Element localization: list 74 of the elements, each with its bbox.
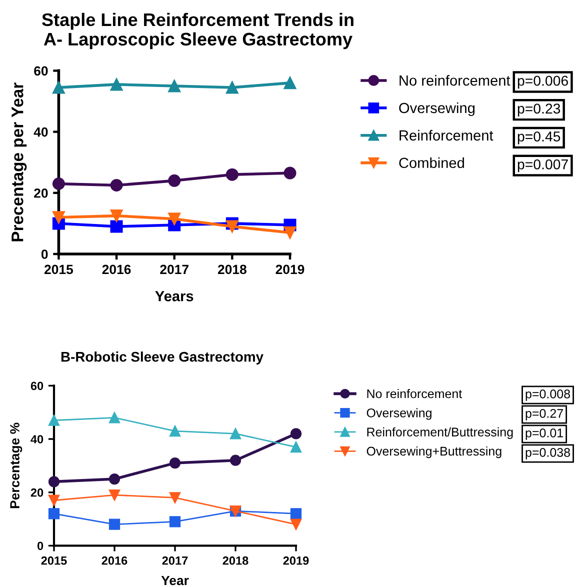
legend-label: Oversewing — [399, 102, 475, 116]
legend-label: No reinforcement — [367, 389, 462, 398]
point — [48, 494, 60, 506]
point — [110, 210, 123, 222]
point — [108, 518, 120, 530]
point — [168, 212, 181, 226]
x-axis-title: Year — [161, 576, 189, 586]
legend-label: Reinforcement/Buttressing — [367, 427, 513, 439]
x-tick-label: 2019 — [283, 556, 309, 565]
y-tick-label: 0 — [41, 250, 48, 259]
point — [290, 518, 302, 530]
point — [110, 179, 123, 192]
x-tick-label: 2017 — [160, 264, 188, 274]
point — [226, 220, 238, 233]
point — [168, 80, 181, 92]
point — [169, 425, 181, 437]
text: p=0.01 — [526, 428, 563, 440]
x-tick-label: 2015 — [41, 556, 67, 565]
y-tick-label: 40 — [30, 435, 44, 444]
x-tick-label: 2018 — [222, 556, 248, 565]
point — [48, 414, 60, 426]
text: p=0.038 — [526, 448, 570, 460]
point — [108, 489, 120, 501]
y-axis-title: Precentage per Year — [12, 82, 27, 242]
legend-label: Combined — [399, 157, 464, 168]
point — [284, 76, 296, 90]
y-tick-label: 0 — [37, 542, 44, 550]
point — [169, 492, 181, 504]
point — [110, 220, 123, 233]
point — [110, 78, 123, 91]
text: p=0.006 — [518, 76, 568, 89]
chart-title: Staple Line Reinforcement Trends in A- Laproscopic Sleeve Gastrectomy — [42, 12, 354, 50]
point — [168, 174, 181, 187]
text: p=0.008 — [526, 390, 570, 401]
y-tick-label: 60 — [34, 66, 48, 76]
legend-label: Oversewing+Buttressing — [366, 446, 502, 458]
point — [169, 457, 181, 469]
point — [108, 412, 120, 424]
point — [108, 473, 120, 485]
legend-label: Reinforcement — [400, 130, 494, 141]
point — [290, 441, 302, 453]
text: p=0.45 — [518, 131, 560, 144]
y-tick-label: 20 — [30, 488, 44, 497]
point — [169, 516, 181, 528]
x-tick-label: 2015 — [44, 264, 74, 274]
legend-label: No reinforcement — [400, 75, 510, 86]
point — [48, 508, 60, 520]
x-tick-label: 2019 — [276, 264, 304, 274]
y-axis-title: Percentage % — [10, 422, 22, 508]
point — [284, 226, 296, 239]
x-tick-label: 2016 — [102, 556, 128, 565]
text: p=0.23 — [518, 104, 560, 116]
point — [226, 81, 238, 94]
point — [284, 166, 296, 180]
point — [290, 508, 302, 520]
x-tick-label: 2018 — [218, 264, 246, 274]
point — [226, 168, 238, 181]
y-tick-label: 40 — [34, 127, 48, 137]
point — [230, 428, 242, 440]
x-tick-label: 2017 — [162, 556, 188, 565]
point — [52, 81, 65, 94]
point — [52, 211, 65, 224]
point — [52, 177, 65, 190]
y-tick-label: 60 — [30, 382, 44, 390]
y-tick-label: 20 — [34, 188, 48, 198]
legend-label: Oversewing — [366, 408, 432, 420]
point — [48, 476, 60, 488]
x-axis-title: Years — [155, 291, 194, 302]
x-tick-label: 2016 — [102, 264, 131, 274]
point — [290, 428, 302, 440]
point — [230, 454, 242, 466]
text: p=0.007 — [518, 159, 568, 172]
chart-title: B-Robotic Sleeve Gastrectomy — [61, 352, 264, 364]
text: p=0.27 — [526, 409, 563, 420]
